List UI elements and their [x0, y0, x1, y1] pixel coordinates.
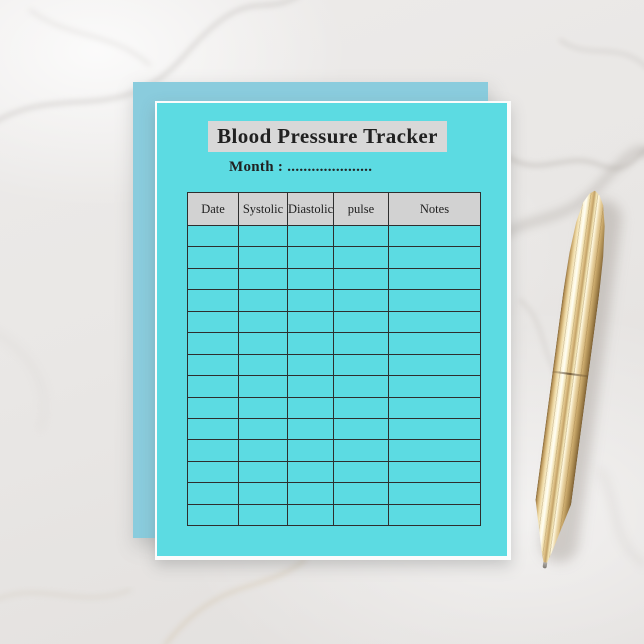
empty-cell [187, 246, 239, 269]
bp-table-body [187, 224, 481, 527]
empty-cell [238, 482, 288, 505]
empty-cell [388, 439, 481, 462]
empty-cell [238, 224, 288, 248]
empty-cell [187, 396, 239, 419]
table-row [187, 267, 481, 291]
empty-cell [238, 417, 288, 441]
empty-cell [187, 417, 239, 441]
empty-cell [287, 332, 334, 355]
empty-cell [238, 396, 288, 419]
column-header-date: Date [187, 192, 239, 226]
empty-cell [238, 310, 288, 334]
table-row [187, 289, 481, 312]
empty-cell [388, 417, 481, 441]
empty-cell [187, 375, 239, 398]
empty-cell [287, 396, 334, 419]
empty-cell [238, 460, 288, 484]
empty-cell [238, 439, 288, 462]
table-row [187, 310, 481, 334]
empty-cell [333, 439, 389, 462]
column-header-pulse: pulse [333, 192, 389, 226]
empty-cell [287, 375, 334, 398]
empty-cell [187, 460, 239, 484]
empty-cell [287, 289, 334, 312]
empty-cell [238, 375, 288, 398]
empty-cell [238, 503, 288, 527]
empty-cell [388, 396, 481, 419]
empty-cell [238, 353, 288, 377]
table-row [187, 353, 481, 377]
empty-cell [187, 310, 239, 334]
table-row [187, 375, 481, 398]
empty-cell [238, 267, 288, 291]
empty-cell [187, 353, 239, 377]
column-header-notes: Notes [388, 192, 481, 226]
table-row [187, 482, 481, 505]
empty-cell [287, 310, 334, 334]
empty-cell [388, 224, 481, 248]
empty-cell [333, 310, 389, 334]
empty-cell [333, 417, 389, 441]
table-row [187, 396, 481, 419]
column-header-systolic: Systolic [238, 192, 288, 226]
month-label: Month : ..................... [229, 159, 373, 175]
empty-cell [287, 439, 334, 462]
empty-cell [388, 482, 481, 505]
empty-cell [287, 417, 334, 441]
empty-cell [238, 289, 288, 312]
empty-cell [333, 353, 389, 377]
empty-cell [333, 396, 389, 419]
empty-cell [388, 375, 481, 398]
empty-cell [333, 375, 389, 398]
empty-cell [333, 332, 389, 355]
table-row [187, 503, 481, 527]
empty-cell [333, 460, 389, 484]
empty-cell [333, 224, 389, 248]
pen-seam [552, 370, 588, 377]
bp-table: Date Systolic Diastolic pulse Notes [187, 192, 481, 527]
empty-cell [287, 224, 334, 248]
empty-cell [388, 460, 481, 484]
empty-cell [187, 224, 239, 248]
empty-cell [187, 503, 239, 527]
empty-cell [388, 289, 481, 312]
empty-cell [287, 460, 334, 484]
empty-cell [333, 289, 389, 312]
empty-cell [287, 482, 334, 505]
empty-cell [388, 310, 481, 334]
empty-cell [187, 332, 239, 355]
empty-cell [187, 439, 239, 462]
empty-cell [238, 246, 288, 269]
empty-cell [333, 503, 389, 527]
empty-cell [388, 246, 481, 269]
empty-cell [388, 353, 481, 377]
empty-cell [287, 246, 334, 269]
pen-tip [542, 562, 548, 569]
table-row [187, 224, 481, 248]
table-row [187, 246, 481, 269]
empty-cell [333, 482, 389, 505]
table-row [187, 460, 481, 484]
empty-cell [287, 353, 334, 377]
column-header-diastolic: Diastolic [287, 192, 334, 226]
empty-cell [333, 267, 389, 291]
empty-cell [187, 482, 239, 505]
page-title: Blood Pressure Tracker [208, 121, 447, 152]
table-row [187, 417, 481, 441]
empty-cell [187, 267, 239, 291]
empty-cell [388, 332, 481, 355]
empty-cell [287, 267, 334, 291]
empty-cell [238, 332, 288, 355]
blood-pressure-tracker-card: Blood Pressure Tracker Month : .........… [157, 103, 507, 556]
empty-cell [388, 503, 481, 527]
empty-cell [388, 267, 481, 291]
table-row [187, 439, 481, 462]
empty-cell [187, 289, 239, 312]
table-row [187, 332, 481, 355]
empty-cell [287, 503, 334, 527]
bp-table-header-row: Date Systolic Diastolic pulse Notes [187, 192, 481, 226]
empty-cell [333, 246, 389, 269]
